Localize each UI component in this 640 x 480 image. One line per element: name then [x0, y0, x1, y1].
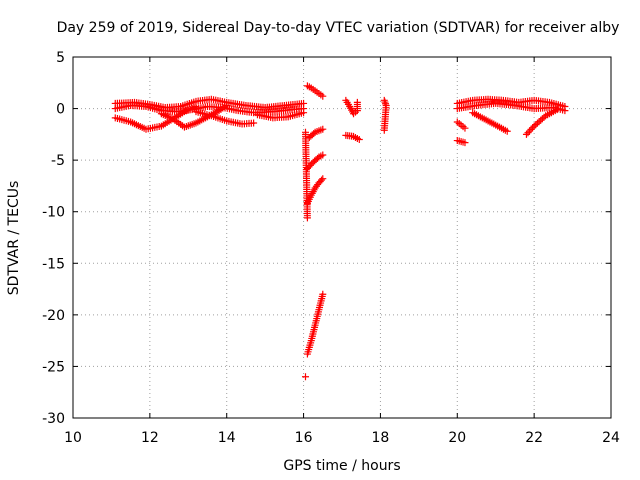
- data-point: [303, 214, 311, 222]
- data-point: [319, 92, 327, 100]
- data-point: [538, 115, 546, 123]
- data-point: [503, 127, 511, 135]
- x-tick-label: 12: [141, 430, 159, 446]
- data-point: [250, 119, 258, 127]
- data-point: [353, 98, 361, 106]
- data-point: [319, 290, 327, 298]
- data-point: [522, 130, 530, 138]
- x-axis-label: GPS time / hours: [283, 458, 400, 474]
- data-point: [380, 126, 388, 134]
- data-point: [537, 116, 545, 124]
- y-tick-label: -10: [42, 205, 65, 221]
- data-point: [561, 107, 569, 115]
- x-tick-label: 18: [372, 430, 390, 446]
- data-point: [530, 122, 538, 130]
- chart-title: Day 259 of 2019, Sidereal Day-to-day VTE…: [57, 20, 620, 36]
- x-tick-label: 22: [525, 430, 543, 446]
- plot-frame: [72, 56, 612, 419]
- x-tick-label: 10: [64, 430, 82, 446]
- data-point: [526, 127, 534, 135]
- data-point: [461, 124, 469, 132]
- data-point: [355, 136, 363, 144]
- data-point: [381, 98, 389, 106]
- data-point: [553, 106, 561, 114]
- x-tick-label: 16: [295, 430, 313, 446]
- data-point: [318, 176, 326, 184]
- data-point: [533, 119, 541, 127]
- data-point: [524, 129, 532, 137]
- y-tick-label: -15: [42, 256, 65, 272]
- points-layer: [111, 82, 569, 381]
- y-tick-label: -30: [42, 411, 65, 427]
- x-tick-label: 14: [218, 430, 236, 446]
- data-point: [319, 151, 327, 159]
- data-point: [380, 96, 388, 104]
- y-tick-label: -20: [42, 308, 65, 324]
- x-tick-label: 24: [602, 430, 620, 446]
- data-point: [319, 125, 327, 133]
- data-point: [461, 139, 469, 147]
- data-point: [529, 124, 537, 132]
- data-point: [319, 175, 327, 183]
- y-tick-label: 5: [56, 50, 65, 66]
- data-point: [535, 118, 543, 126]
- data-point: [527, 125, 535, 133]
- x-tick-label: 20: [448, 430, 466, 446]
- data-point: [532, 121, 540, 129]
- y-tick-label: 0: [56, 102, 65, 118]
- y-axis-label: SDTVAR / TECUs: [6, 181, 22, 296]
- data-point: [301, 373, 309, 381]
- data-point: [540, 113, 548, 121]
- data-point: [300, 109, 308, 117]
- y-tick-label: -25: [42, 359, 65, 375]
- data-point: [223, 101, 231, 109]
- y-tick-label: -5: [51, 153, 65, 169]
- tick-layer: 10 12 14 16 18 20 22 24 5 0 -5 -10 -15 -20 -25 -30: [42, 50, 620, 446]
